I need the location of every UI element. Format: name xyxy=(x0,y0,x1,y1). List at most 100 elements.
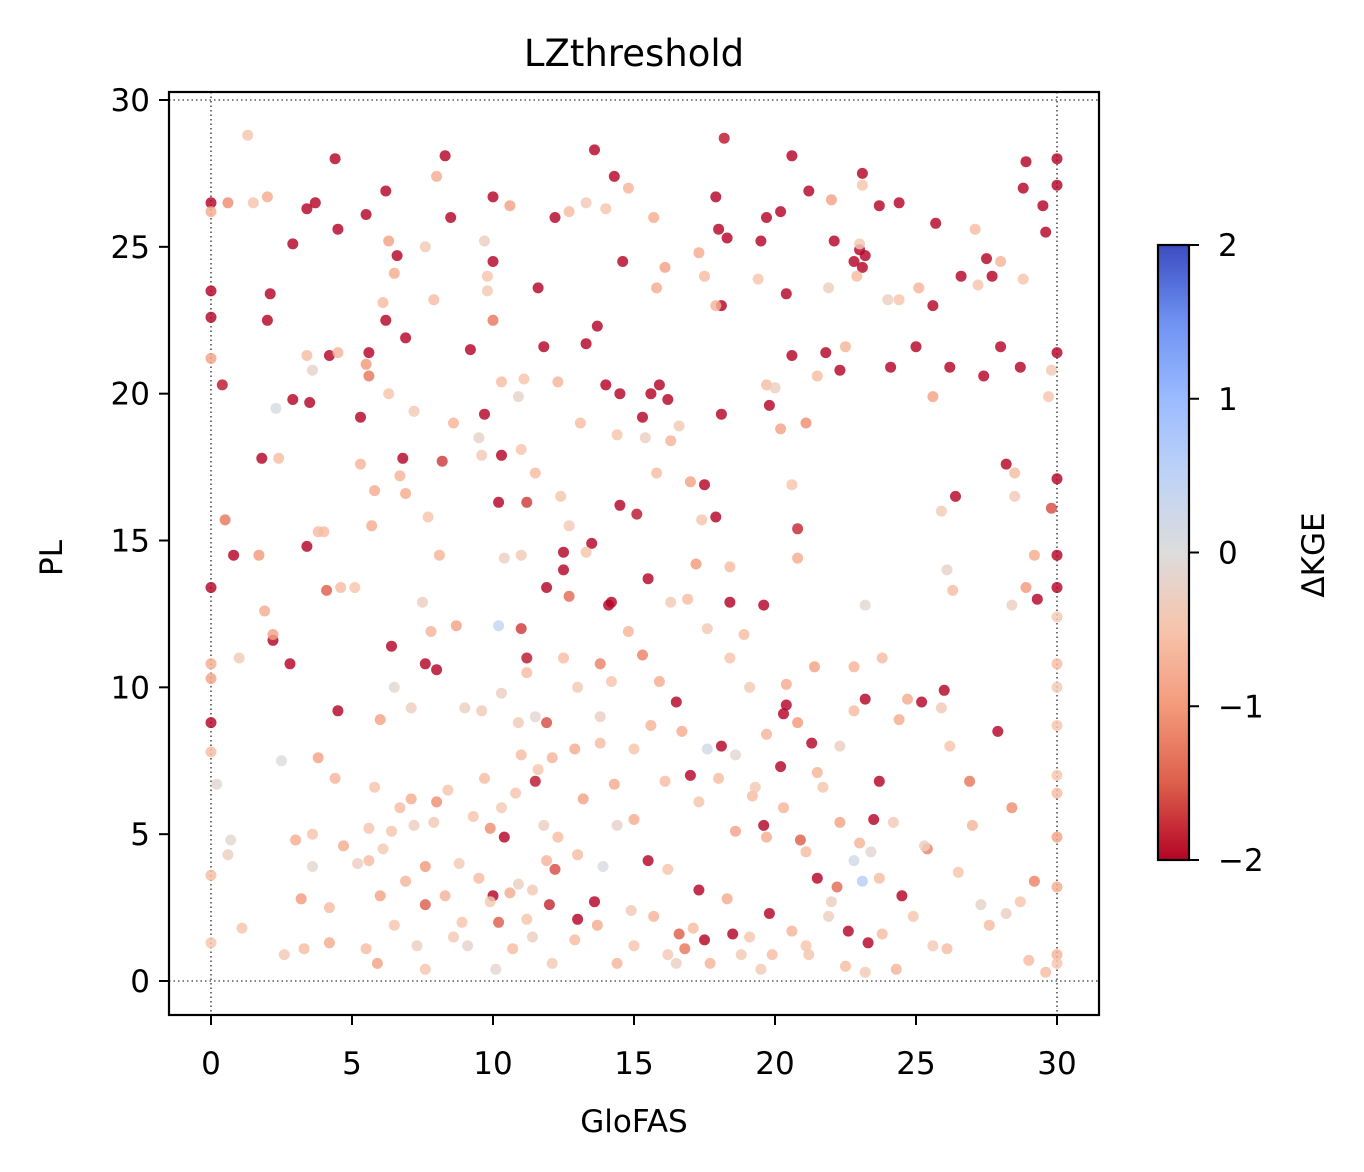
data-point xyxy=(512,717,524,729)
data-point xyxy=(1051,658,1063,670)
data-point xyxy=(687,922,699,934)
data-point xyxy=(713,223,725,235)
data-point xyxy=(755,963,767,975)
data-point xyxy=(676,725,688,737)
x-tick-label: 25 xyxy=(896,1046,935,1082)
data-point xyxy=(363,370,375,382)
data-point xyxy=(806,737,818,749)
data-point xyxy=(267,629,279,640)
data-point xyxy=(927,391,939,403)
data-point xyxy=(541,855,553,867)
data-point xyxy=(307,861,318,872)
data-point xyxy=(498,831,510,843)
data-point xyxy=(380,185,392,197)
data-point xyxy=(840,960,851,972)
data-point xyxy=(205,746,217,758)
data-point xyxy=(755,235,767,247)
data-point xyxy=(645,388,657,400)
data-point xyxy=(696,514,708,526)
data-point xyxy=(859,599,871,611)
data-point xyxy=(374,714,386,726)
data-point xyxy=(307,364,318,376)
data-point xyxy=(913,282,925,294)
data-point xyxy=(298,943,310,955)
data-point xyxy=(1014,896,1026,908)
data-point xyxy=(504,200,516,212)
data-point xyxy=(1051,582,1063,593)
data-point xyxy=(639,432,651,444)
data-point xyxy=(476,705,488,717)
data-point xyxy=(811,872,823,884)
data-point xyxy=(786,925,798,937)
data-point xyxy=(628,743,640,755)
data-point xyxy=(572,913,584,925)
data-point xyxy=(831,881,843,893)
y-tick-label: 0 xyxy=(130,964,150,1000)
data-point xyxy=(422,511,434,523)
data-point xyxy=(944,740,956,752)
data-point xyxy=(986,270,998,282)
data-point xyxy=(419,241,431,253)
data-point xyxy=(1040,226,1052,238)
data-point xyxy=(763,908,775,919)
data-point xyxy=(1009,467,1021,479)
data-point xyxy=(228,549,240,561)
data-point xyxy=(580,338,592,350)
data-point xyxy=(941,564,953,576)
data-point xyxy=(614,499,626,511)
data-point xyxy=(856,261,868,273)
data-point xyxy=(873,775,885,787)
data-point xyxy=(715,740,727,752)
data-point xyxy=(479,235,490,247)
data-point xyxy=(261,314,273,326)
data-point xyxy=(662,949,674,961)
data-point xyxy=(642,573,654,585)
data-point xyxy=(701,623,713,635)
data-point xyxy=(577,793,589,805)
data-point xyxy=(653,379,665,391)
data-point xyxy=(834,816,846,828)
data-point xyxy=(552,376,564,388)
data-point xyxy=(332,347,344,359)
data-point xyxy=(823,282,835,294)
data-point xyxy=(541,582,553,593)
data-point xyxy=(1045,364,1057,376)
data-point xyxy=(360,209,372,220)
data-point xyxy=(684,769,696,781)
data-point xyxy=(893,197,905,209)
data-point xyxy=(670,696,682,708)
data-point xyxy=(405,702,417,714)
data-point xyxy=(735,949,747,961)
data-point xyxy=(312,752,324,764)
data-point xyxy=(662,863,674,875)
data-point xyxy=(304,397,316,408)
data-point xyxy=(648,212,660,223)
data-point xyxy=(794,834,806,846)
data-point xyxy=(222,849,234,861)
data-point xyxy=(682,593,694,605)
data-point xyxy=(792,717,804,729)
data-point xyxy=(744,681,756,693)
data-point xyxy=(1017,182,1029,194)
data-point xyxy=(538,341,550,353)
data-point xyxy=(628,940,640,952)
data-point xyxy=(301,540,313,552)
data-point xyxy=(270,402,282,414)
data-point xyxy=(329,772,341,784)
data-point xyxy=(679,943,691,955)
data-point xyxy=(360,358,372,370)
data-point xyxy=(419,963,431,975)
data-point xyxy=(515,749,527,761)
data-point xyxy=(532,764,544,776)
data-point xyxy=(512,878,524,890)
data-point xyxy=(493,620,505,632)
x-axis-ticks: 0 5 10 15 20 25 30 xyxy=(201,1015,1077,1082)
data-point xyxy=(848,256,860,267)
data-point xyxy=(727,928,739,940)
chart-title: LZthreshold xyxy=(524,32,744,75)
data-point xyxy=(462,940,474,952)
data-point xyxy=(699,270,710,282)
data-point xyxy=(662,394,674,405)
data-point xyxy=(287,394,299,405)
data-point xyxy=(1051,769,1063,781)
